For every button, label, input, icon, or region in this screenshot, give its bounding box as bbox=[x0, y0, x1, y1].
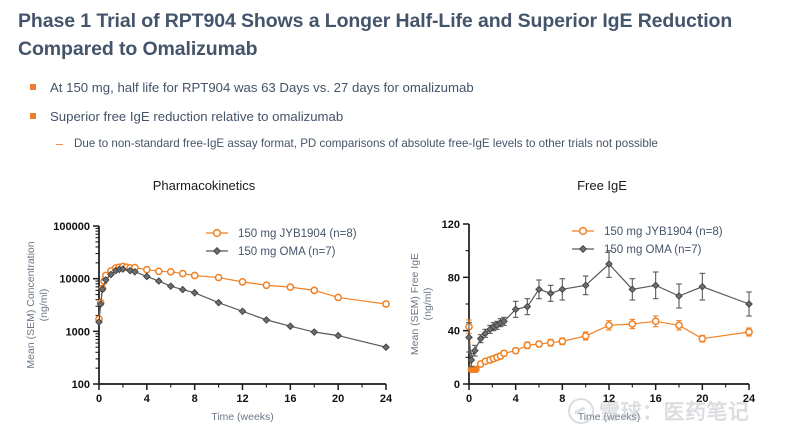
svg-text:80: 80 bbox=[448, 272, 460, 284]
bullet-list: At 150 mg, half life for RPT904 was 63 D… bbox=[28, 78, 776, 152]
svg-text:1000: 1000 bbox=[66, 326, 90, 338]
svg-text:150 mg JYB1904 (n=8): 150 mg JYB1904 (n=8) bbox=[238, 228, 357, 240]
svg-text:24: 24 bbox=[380, 393, 393, 405]
sub-bullet-item: – Due to non-standard free-IgE assay for… bbox=[28, 136, 776, 153]
svg-text:(ng/ml): (ng/ml) bbox=[38, 289, 50, 322]
svg-text:Mean (SEM) Concentration: Mean (SEM) Concentration bbox=[25, 241, 37, 368]
dash-bullet-icon: – bbox=[56, 136, 63, 151]
svg-text:16: 16 bbox=[284, 393, 296, 405]
bullet-text: At 150 mg, half life for RPT904 was 63 D… bbox=[50, 80, 474, 95]
chart-title: Free IgE bbox=[577, 178, 627, 193]
chart-free-ige: Free IgE 0 40 80 120 0 4 8 12 16 20 24 Time (weeks)… bbox=[404, 176, 800, 434]
bullet-item: At 150 mg, half life for RPT904 was 63 D… bbox=[28, 78, 776, 98]
svg-text:8: 8 bbox=[559, 393, 565, 405]
svg-text:150 mg OMA (n=7): 150 mg OMA (n=7) bbox=[604, 244, 702, 256]
svg-text:8: 8 bbox=[192, 393, 198, 405]
bullet-item: Superior free IgE reduction relative to … bbox=[28, 107, 776, 127]
svg-text:4: 4 bbox=[513, 393, 520, 405]
svg-text:20: 20 bbox=[696, 393, 708, 405]
svg-text:16: 16 bbox=[650, 393, 662, 405]
svg-text:100000: 100000 bbox=[53, 221, 90, 233]
svg-text:12: 12 bbox=[603, 393, 615, 405]
sub-bullet-text: Due to non-standard free-IgE assay forma… bbox=[74, 136, 658, 150]
bullet-text: Superior free IgE reduction relative to … bbox=[50, 108, 344, 124]
svg-text:24: 24 bbox=[743, 393, 756, 405]
svg-text:12: 12 bbox=[236, 393, 248, 405]
svg-text:(ng/ml): (ng/ml) bbox=[422, 288, 434, 321]
svg-text:20: 20 bbox=[332, 393, 344, 405]
chart-free-ige-plot: 0 40 80 120 0 4 8 12 16 20 24 Time (weeks) Mean (SEM… bbox=[409, 219, 756, 423]
svg-text:0: 0 bbox=[466, 393, 472, 405]
svg-text:40: 40 bbox=[448, 326, 460, 338]
svg-text:Mean (SEM) Free IgE: Mean (SEM) Free IgE bbox=[409, 253, 421, 355]
chart-pharmacokinetics: Pharmacokinetics 100 1000 10000 100000 0 4 8 12… bbox=[6, 176, 402, 434]
svg-text:150 mg OMA (n=7): 150 mg OMA (n=7) bbox=[238, 246, 336, 258]
chart-title: Pharmacokinetics bbox=[152, 178, 256, 193]
svg-text:Time (weeks): Time (weeks) bbox=[578, 411, 641, 423]
svg-text:0: 0 bbox=[454, 379, 460, 391]
chart-pharmacokinetics-plot: 100 1000 10000 100000 0 4 8 12 16 20 24 Time (weeks… bbox=[25, 221, 393, 423]
svg-text:4: 4 bbox=[144, 393, 151, 405]
svg-text:100: 100 bbox=[72, 379, 90, 391]
page-title: Phase 1 Trial of RPT904 Shows a Longer H… bbox=[18, 10, 733, 60]
svg-text:150 mg JYB1904 (n=8): 150 mg JYB1904 (n=8) bbox=[604, 226, 723, 238]
svg-text:Time (weeks): Time (weeks) bbox=[211, 411, 274, 423]
square-bullet-icon bbox=[30, 84, 36, 90]
svg-text:120: 120 bbox=[442, 219, 460, 231]
square-bullet-icon bbox=[30, 112, 36, 119]
svg-text:10000: 10000 bbox=[59, 274, 90, 286]
svg-text:0: 0 bbox=[96, 393, 102, 405]
